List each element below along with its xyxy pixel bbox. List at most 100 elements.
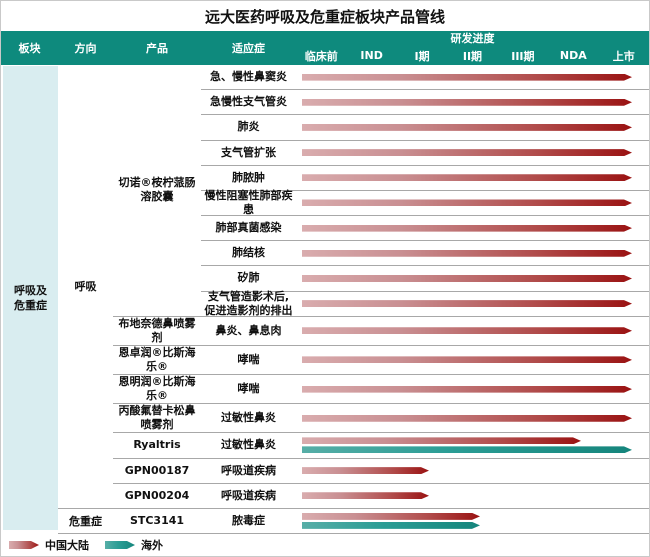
pipeline-row: 鼻炎、鼻息肉 xyxy=(201,317,649,345)
pipeline-row: 肺炎 xyxy=(201,114,649,139)
legend-item-cn: 中国大陆 xyxy=(9,537,89,553)
table-header: 板块 方向 产品 适应症 研发进度 临床前 IND I期 II期 III期 ND… xyxy=(1,31,649,65)
header-sector: 板块 xyxy=(18,42,41,55)
indication-label: 慢性阻塞性肺部疾患 xyxy=(204,188,293,216)
legend-overseas-label: 海外 xyxy=(141,539,163,552)
progress-bar-cn xyxy=(302,199,632,206)
progress-bar-cn xyxy=(302,300,632,307)
indication-label: 呼吸道疾病 xyxy=(221,463,276,477)
product-name: GPN00187 xyxy=(124,463,190,477)
progress-bar-cn xyxy=(302,327,632,334)
indication-rows: 哮喘 xyxy=(201,375,649,403)
pipeline-row: 呼吸道疾病 xyxy=(201,459,649,483)
progress-track xyxy=(296,459,649,483)
product-block: GPN00187 呼吸道疾病 xyxy=(113,457,649,483)
indication-label: 过敏性鼻炎 xyxy=(221,438,276,452)
product-block: GPN00204 呼吸道疾病 xyxy=(113,482,649,508)
pipeline-rows-container: 呼吸 切诺®桉柠蒎肠溶胶囊 急、慢性鼻窦炎 急慢性支气管炎 肺炎 支气管扩张 肺脓肿 慢性阻塞… xyxy=(58,65,649,534)
progress-track xyxy=(296,191,649,215)
indication-label: 矽肺 xyxy=(237,271,260,285)
indication-label: 肺结核 xyxy=(232,246,265,260)
cn-arrow-swatch-icon xyxy=(9,541,39,549)
header-phase-preclinical: 临床前 xyxy=(304,49,338,63)
progress-track xyxy=(296,484,649,508)
indication-rows: 过敏性鼻炎 xyxy=(201,433,649,457)
indication-rows: 过敏性鼻炎 xyxy=(201,404,649,432)
product-block: Ryaltris 过敏性鼻炎 xyxy=(113,432,649,457)
product-block: 切诺®桉柠蒎肠溶胶囊 急、慢性鼻窦炎 急慢性支气管炎 肺炎 支气管扩张 肺脓肿 慢性阻塞性肺… xyxy=(113,65,649,317)
pipeline-row: 肺部真菌感染 xyxy=(201,215,649,240)
indication-label: 支气管扩张 xyxy=(221,145,276,159)
pipeline-row: 过敏性鼻炎 xyxy=(201,404,649,432)
products-column: STC3141 脓毒症 xyxy=(113,509,649,533)
progress-bar-cn xyxy=(302,415,632,422)
indication-rows: 急、慢性鼻窦炎 急慢性支气管炎 肺炎 支气管扩张 肺脓肿 慢性阻塞性肺部疾患 肺部真菌感染肺… xyxy=(201,65,649,317)
progress-track xyxy=(296,292,649,316)
progress-bar-cn xyxy=(302,174,632,181)
pipeline-row: 矽肺 xyxy=(201,265,649,290)
indication-label: 肺炎 xyxy=(237,120,260,134)
header-product: 产品 xyxy=(146,42,168,55)
progress-bar-overseas xyxy=(302,446,632,453)
progress-bar-overseas xyxy=(302,522,480,529)
header-phase-market: 上市 xyxy=(612,49,635,63)
legend-cn-label: 中国大陆 xyxy=(45,539,89,552)
progress-track xyxy=(296,115,649,139)
progress-bar-cn xyxy=(302,437,581,444)
header-phase-ind: IND xyxy=(360,49,383,62)
indication-label: 鼻炎、鼻息肉 xyxy=(215,323,282,337)
direction-group: 危重症 STC3141 脓毒症 xyxy=(58,507,649,533)
progress-bar-cn xyxy=(302,149,632,156)
indication-rows: 脓毒症 xyxy=(201,509,649,533)
pipeline-row: 急慢性支气管炎 xyxy=(201,89,649,114)
header-phase-1: I期 xyxy=(414,49,430,63)
product-block: STC3141 脓毒症 xyxy=(113,509,649,533)
indication-label: 急慢性支气管炎 xyxy=(210,95,287,109)
overseas-arrow-swatch-icon xyxy=(105,541,135,549)
progress-track xyxy=(296,216,649,240)
indication-rows: 哮喘 xyxy=(201,346,649,374)
indication-rows: 呼吸道疾病 xyxy=(201,459,649,483)
progress-track xyxy=(296,65,649,89)
direction-label: 危重症 xyxy=(69,514,102,528)
product-block: 布地奈德鼻喷雾剂 鼻炎、鼻息肉 xyxy=(113,315,649,345)
product-block: 恩明润®比斯海乐® 哮喘 xyxy=(113,374,649,403)
pipeline-row: 支气管扩张 xyxy=(201,139,649,165)
sector-label: 呼吸及危重症 xyxy=(14,284,47,312)
indication-label: 呼吸道疾病 xyxy=(221,488,276,502)
indication-label: 肺部真菌感染 xyxy=(215,221,282,235)
progress-track xyxy=(296,266,649,290)
indication-label: 哮喘 xyxy=(237,382,260,396)
header-phase-row: 临床前 IND I期 II期 III期 NDA 上市 xyxy=(296,46,649,65)
product-name: 恩卓润®比斯海乐® xyxy=(118,345,196,373)
chart-title: 远大医药呼吸及危重症板块产品管线 xyxy=(204,8,445,26)
header-phase-3: III期 xyxy=(511,49,535,63)
progress-track xyxy=(296,317,649,345)
indication-label: 过敏性鼻炎 xyxy=(221,411,276,425)
progress-track xyxy=(296,90,649,114)
product-name: 恩明润®比斯海乐® xyxy=(118,375,196,403)
indication-label: 脓毒症 xyxy=(232,513,265,527)
progress-bar-cn xyxy=(302,386,632,393)
progress-track xyxy=(296,166,649,190)
product-name: 布地奈德鼻喷雾剂 xyxy=(118,316,196,344)
progress-bar-cn xyxy=(302,74,632,81)
progress-track xyxy=(296,375,649,403)
indication-rows: 呼吸道疾病 xyxy=(201,484,649,508)
pipeline-row: 哮喘 xyxy=(201,346,649,374)
progress-bar-cn xyxy=(302,124,632,131)
direction-group: 呼吸 切诺®桉柠蒎肠溶胶囊 急、慢性鼻窦炎 急慢性支气管炎 肺炎 支气管扩张 肺脓肿 慢性阻塞… xyxy=(58,65,649,508)
progress-track xyxy=(296,241,649,265)
pipeline-row: 肺结核 xyxy=(201,240,649,265)
header-phase-nda: NDA xyxy=(559,49,587,62)
progress-track xyxy=(296,433,649,457)
header-direction: 方向 xyxy=(74,42,97,55)
product-name: STC3141 xyxy=(129,513,185,527)
sector-cell: 呼吸及危重症 xyxy=(3,66,58,530)
indication-label: 支气管造影术后,促进造影剂的排出 xyxy=(204,289,293,317)
progress-track xyxy=(296,509,649,533)
progress-bar-cn xyxy=(302,492,429,499)
sector-column: 呼吸及危重症 xyxy=(1,65,58,534)
product-block: 丙酸氟替卡松鼻喷雾剂 过敏性鼻炎 xyxy=(113,403,649,432)
